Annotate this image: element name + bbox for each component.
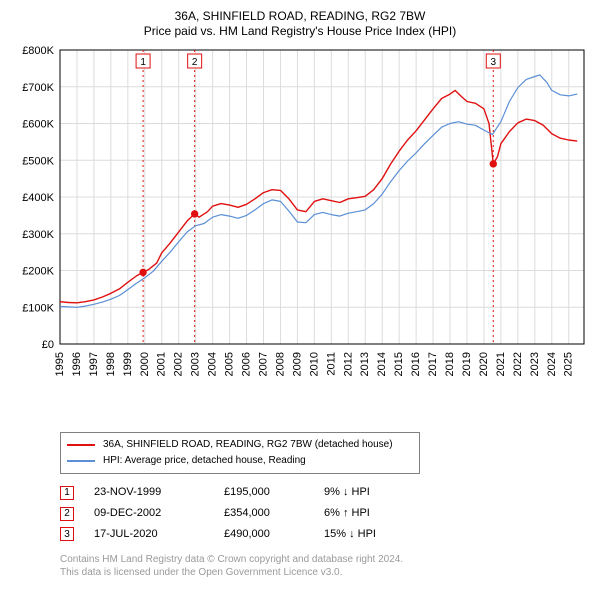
- svg-text:£600K: £600K: [22, 119, 54, 131]
- price-chart: £0 £100K £200K £300K £400K £500K £600K £700K £80…: [12, 44, 588, 424]
- svg-text:2010: 2010: [308, 352, 320, 376]
- svg-text:1998: 1998: [105, 352, 117, 376]
- svg-text:2019: 2019: [461, 352, 473, 376]
- svg-text:2013: 2013: [359, 352, 371, 376]
- svg-text:2017: 2017: [427, 352, 439, 376]
- svg-text:2: 2: [192, 57, 198, 68]
- svg-text:£500K: £500K: [22, 155, 54, 167]
- legend-swatch: [67, 444, 95, 446]
- legend-box: 36A, SHINFIELD ROAD, READING, RG2 7BW (d…: [60, 432, 420, 474]
- footer-attribution: Contains HM Land Registry data © Crown c…: [60, 553, 588, 580]
- svg-text:1999: 1999: [122, 352, 134, 376]
- svg-text:3: 3: [490, 57, 496, 68]
- legend-item: 36A, SHINFIELD ROAD, READING, RG2 7BW (d…: [67, 437, 413, 453]
- svg-text:2020: 2020: [478, 352, 490, 376]
- svg-text:2002: 2002: [173, 352, 185, 376]
- event-number-box: 3: [60, 527, 74, 541]
- event-price: £490,000: [224, 524, 304, 545]
- svg-text:2024: 2024: [546, 352, 558, 376]
- event-price: £195,000: [224, 482, 304, 503]
- legend-item: HPI: Average price, detached house, Read…: [67, 453, 413, 469]
- event-date: 09-DEC-2002: [94, 503, 204, 524]
- svg-text:2022: 2022: [512, 352, 524, 376]
- event-row: 3 17-JUL-2020 £490,000 15% ↓ HPI: [60, 524, 588, 545]
- svg-text:2004: 2004: [207, 352, 219, 376]
- svg-text:1: 1: [140, 57, 146, 68]
- event-date: 17-JUL-2020: [94, 524, 204, 545]
- svg-text:£100K: £100K: [22, 302, 54, 314]
- event-delta: 15% ↓ HPI: [324, 524, 424, 545]
- svg-text:2014: 2014: [376, 352, 388, 376]
- svg-text:2007: 2007: [257, 352, 269, 376]
- svg-text:2025: 2025: [563, 352, 575, 376]
- chart-title: 36A, SHINFIELD ROAD, READING, RG2 7BW: [12, 8, 588, 24]
- legend-swatch: [67, 460, 95, 462]
- svg-text:£700K: £700K: [22, 82, 54, 94]
- svg-text:2018: 2018: [444, 352, 456, 376]
- svg-text:2006: 2006: [241, 352, 253, 376]
- svg-text:2016: 2016: [410, 352, 422, 376]
- events-table: 1 23-NOV-1999 £195,000 9% ↓ HPI 2 09-DEC-2002…: [60, 482, 588, 545]
- svg-text:£200K: £200K: [22, 266, 54, 278]
- footer-line-2: This data is licensed under the Open Gov…: [60, 566, 588, 580]
- event-price: £354,000: [224, 503, 304, 524]
- event-number-box: 2: [60, 507, 74, 521]
- svg-text:2021: 2021: [495, 352, 507, 376]
- svg-text:2023: 2023: [529, 352, 541, 376]
- svg-text:1996: 1996: [71, 352, 83, 376]
- event-delta: 9% ↓ HPI: [324, 482, 424, 503]
- svg-text:2001: 2001: [156, 352, 168, 376]
- footer-line-1: Contains HM Land Registry data © Crown c…: [60, 553, 588, 567]
- svg-text:2003: 2003: [190, 352, 202, 376]
- legend-label: 36A, SHINFIELD ROAD, READING, RG2 7BW (d…: [103, 437, 393, 453]
- svg-text:£800K: £800K: [22, 45, 54, 57]
- svg-text:2000: 2000: [139, 352, 151, 376]
- svg-text:2011: 2011: [325, 352, 337, 376]
- svg-text:2005: 2005: [224, 352, 236, 376]
- event-row: 2 09-DEC-2002 £354,000 6% ↑ HPI: [60, 503, 588, 524]
- event-number-box: 1: [60, 486, 74, 500]
- event-row: 1 23-NOV-1999 £195,000 9% ↓ HPI: [60, 482, 588, 503]
- svg-text:2015: 2015: [393, 352, 405, 376]
- svg-text:£0: £0: [42, 339, 54, 351]
- svg-text:2008: 2008: [274, 352, 286, 376]
- svg-text:£400K: £400K: [22, 192, 54, 204]
- chart-svg: £0 £100K £200K £300K £400K £500K £600K £700K £80…: [12, 44, 588, 424]
- event-date: 23-NOV-1999: [94, 482, 204, 503]
- svg-text:2012: 2012: [342, 352, 354, 376]
- svg-text:1997: 1997: [88, 352, 100, 376]
- event-delta: 6% ↑ HPI: [324, 503, 424, 524]
- svg-text:£300K: £300K: [22, 229, 54, 241]
- svg-text:1995: 1995: [54, 352, 66, 376]
- chart-subtitle: Price paid vs. HM Land Registry's House …: [12, 24, 588, 38]
- legend-label: HPI: Average price, detached house, Read…: [103, 453, 306, 469]
- svg-text:2009: 2009: [291, 352, 303, 376]
